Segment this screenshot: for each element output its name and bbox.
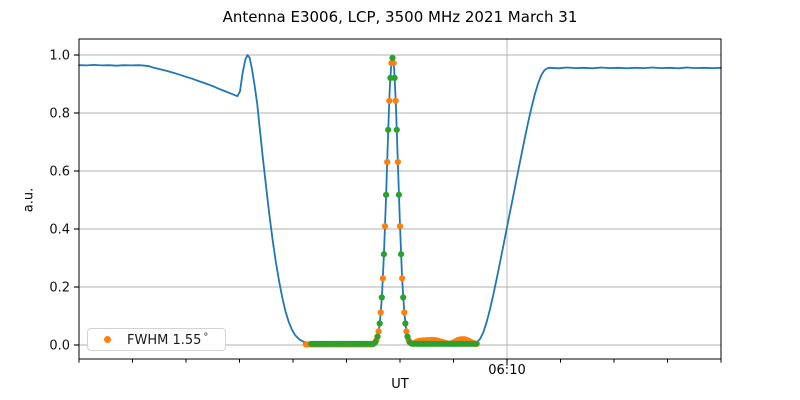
fit-samples-green-dot [383,191,390,198]
drift-scan-signal [78,54,722,345]
x-tick-label-0610: 06:10 [488,363,526,378]
y-tick-label: 0.4 [49,223,70,238]
fwhm-fit-samples-orange-dot [390,60,397,67]
fit-samples-green-dot [400,294,407,301]
fwhm-fit-samples-orange-dot [386,97,393,104]
legend-label: FWHM 1.55 ° [127,332,208,348]
fit-samples-green-dot [385,126,392,133]
legend: FWHM 1.55 ° [87,328,226,351]
fit-samples-green-dot [472,340,480,347]
fit-samples-green-dot [404,333,411,340]
fit-samples-green-dot [378,294,385,301]
fit-samples-green-dot [395,191,402,198]
fwhm-fit-samples-orange-dot [384,158,391,166]
plot-frame [78,38,722,360]
fwhm-fit-samples-orange-dot [401,309,408,316]
fit-samples-green-dot [389,54,396,62]
y-tick-label: 0.8 [49,107,70,122]
fit-samples-green-dot [380,251,387,258]
legend-marker-dot [104,336,111,343]
fit-samples-green-dot [402,320,409,327]
y-tick-label: 0.0 [49,339,70,354]
fwhm-fit-samples-orange-dot [392,97,399,104]
y-tick-label: 1.0 [49,49,70,64]
fwhm-fit-samples-orange-dot [379,275,386,282]
fwhm-fit-samples-orange-dot [403,328,410,335]
y-axis-label: a.u. [21,187,37,213]
fit-samples-green-dot [374,333,381,340]
x-axis-label: UT [391,377,409,392]
fit-samples-green-dot [372,339,379,346]
fwhm-fit-samples-orange-dot [399,275,406,282]
y-tick-label: 0.6 [49,165,70,180]
fit-samples-green-dot [391,74,398,81]
fit-samples-green-dot [393,126,400,133]
fwhm-fit-samples-orange-dot [375,328,382,335]
fwhm-fit-samples-orange-dot [377,309,384,316]
fit-samples-green-dot [398,251,405,258]
fwhm-fit-samples-orange-dot [396,223,404,230]
degree-symbol: ° [203,331,209,343]
fwhm-fit-samples-orange-dot [394,158,401,166]
fwhm-fit-samples-orange-dot [381,223,389,230]
chart-title: Antenna E3006, LCP, 3500 MHz 2021 March … [222,8,578,26]
fit-samples-green-dot [376,320,383,327]
y-tick-label: 0.2 [49,281,70,296]
legend-label-text: FWHM 1.55 [127,332,202,348]
